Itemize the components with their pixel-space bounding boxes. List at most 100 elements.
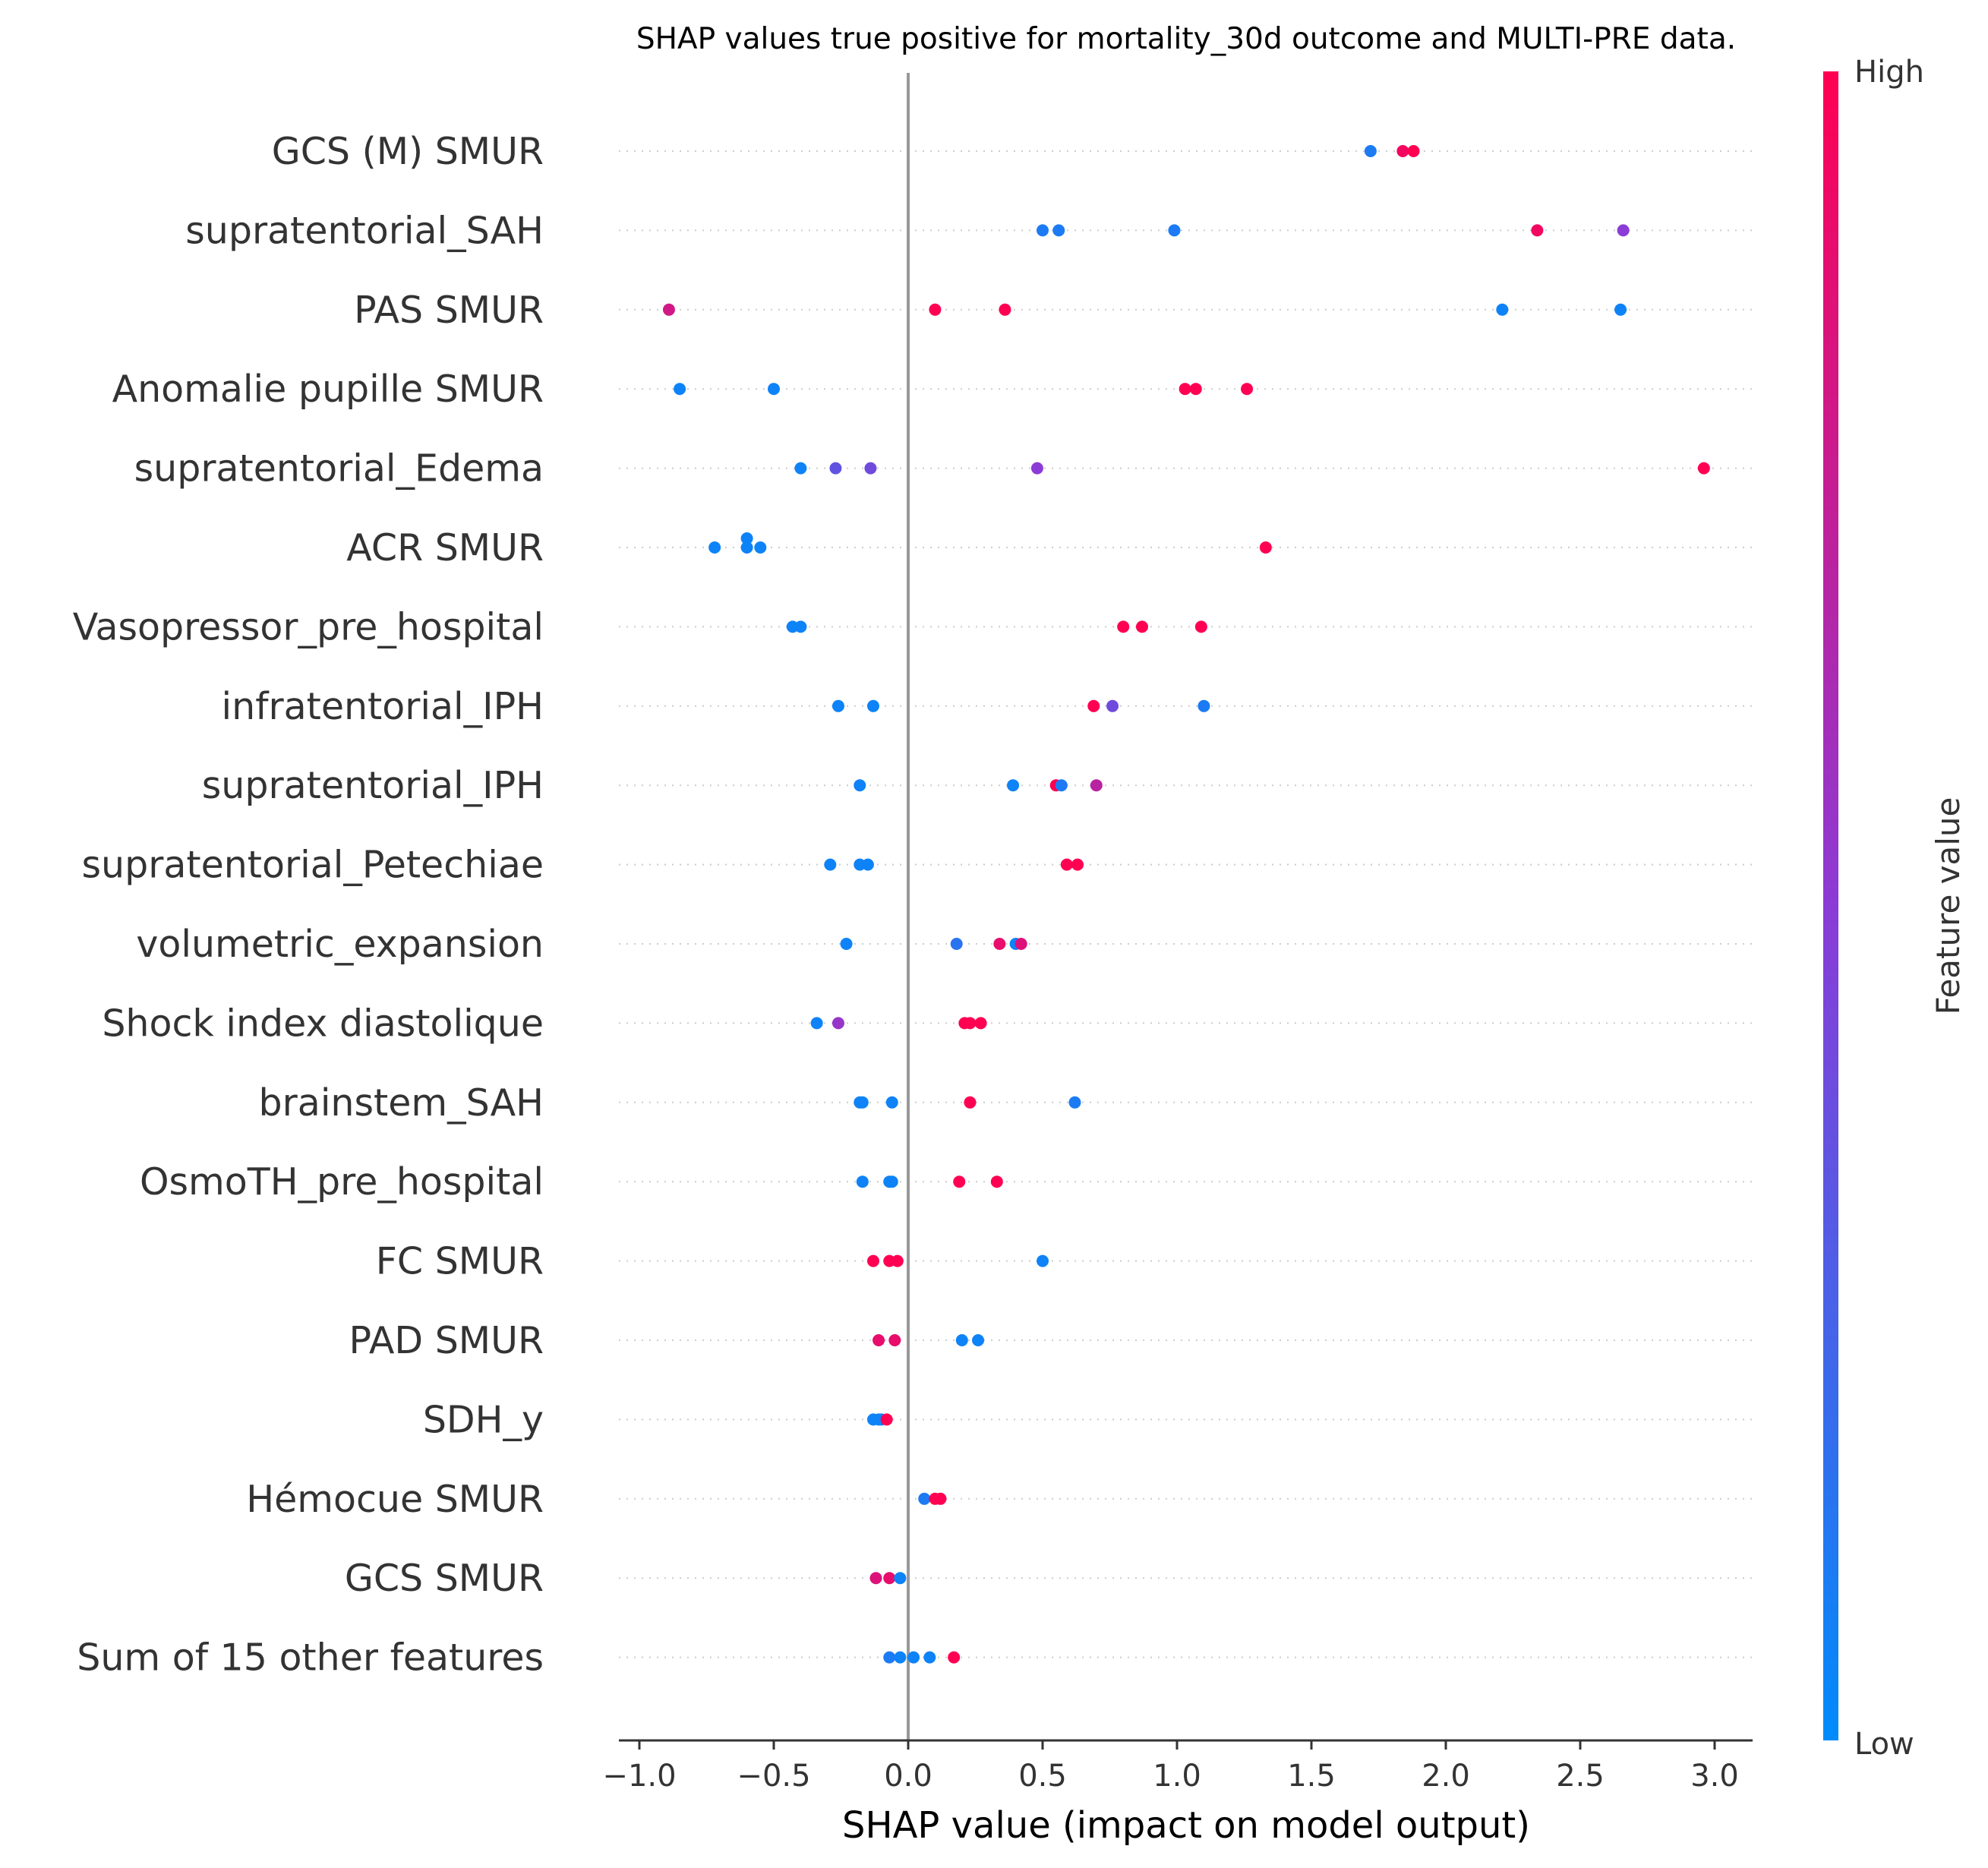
shap-point — [754, 541, 767, 554]
shap-point — [866, 1254, 879, 1267]
feature-label: supratentorial_SAH — [185, 209, 544, 252]
feature-label: PAD SMUR — [349, 1319, 544, 1362]
feature-label: supratentorial_Edema — [134, 447, 544, 491]
shap-point — [740, 541, 753, 554]
feature-label: Vasopressor_pre_hospital — [73, 605, 544, 648]
shap-points — [662, 145, 1710, 1664]
feature-label: FC SMUR — [376, 1240, 544, 1283]
shap-point — [856, 1096, 869, 1109]
shap-point — [864, 462, 877, 475]
x-tick-label: 2.0 — [1422, 1759, 1470, 1794]
colorbar-title: Feature value — [1930, 797, 1967, 1015]
shap-point — [950, 938, 963, 950]
feature-label: supratentorial_IPH — [202, 764, 544, 807]
shap-point — [1037, 224, 1049, 237]
shap-point — [894, 1572, 907, 1585]
shap-point — [810, 1017, 823, 1030]
shap-point — [674, 383, 686, 396]
shap-point — [1087, 699, 1100, 712]
shap-point — [1614, 303, 1627, 316]
feature-gridlines — [619, 150, 1753, 1658]
feature-label: supratentorial_Petechiae — [82, 844, 544, 887]
shap-point — [883, 1572, 896, 1585]
shap-point — [854, 779, 866, 792]
shap-point — [1617, 224, 1630, 237]
x-axis-ticks: −1.0 −0.5 0.0 0.5 1.0 1.5 2.0 2.5 3.0 — [602, 1740, 1739, 1794]
shap-point — [829, 462, 842, 475]
shap-point — [993, 938, 1006, 950]
x-tick-label: 1.0 — [1153, 1759, 1201, 1794]
shap-point — [907, 1651, 920, 1664]
shap-point — [894, 1651, 907, 1664]
shap-point — [794, 462, 807, 475]
colorbar-high-label: High — [1854, 55, 1924, 90]
x-tick-label: 3.0 — [1690, 1759, 1739, 1794]
feature-label: PAS SMUR — [354, 289, 544, 332]
feature-label: ACR SMUR — [346, 526, 544, 570]
shap-point — [1071, 858, 1084, 871]
x-axis-label: SHAP value (impact on model output) — [842, 1804, 1530, 1847]
shap-point — [873, 1334, 885, 1346]
x-tick-label: 2.5 — [1556, 1759, 1605, 1794]
shap-point — [831, 699, 844, 712]
shap-point — [1697, 462, 1710, 475]
shap-point — [948, 1651, 961, 1664]
feature-label: infratentorial_IPH — [222, 685, 544, 728]
shap-point — [1259, 541, 1272, 554]
shap-point — [794, 620, 807, 633]
shap-point — [964, 1017, 977, 1030]
x-tick-label: 0.0 — [884, 1759, 932, 1794]
colorbar — [1823, 71, 1838, 1740]
shap-point — [918, 1492, 931, 1505]
shap-point — [953, 1175, 966, 1188]
shap-point — [824, 858, 837, 871]
shap-point — [1068, 1096, 1081, 1109]
shap-point — [1135, 620, 1148, 633]
shap-point — [1106, 699, 1119, 712]
chart-title: SHAP values true positive for mortality_… — [636, 22, 1736, 56]
shap-point — [880, 1413, 893, 1426]
shap-point — [1531, 224, 1544, 237]
feature-label: Shock index diastolique — [102, 1002, 544, 1045]
shap-point — [885, 1096, 898, 1109]
shap-point — [1396, 145, 1409, 157]
shap-point — [891, 1254, 904, 1267]
shap-point — [923, 1651, 936, 1664]
feature-labels: GCS (M) SMUR supratentorial_SAH PAS SMUR An… — [73, 130, 544, 1680]
x-tick-label: 1.5 — [1287, 1759, 1336, 1794]
colorbar-low-label: Low — [1854, 1727, 1914, 1762]
shap-point — [1179, 383, 1191, 396]
shap-point — [831, 1017, 844, 1030]
shap-point — [768, 383, 780, 396]
x-tick-label: 0.5 — [1018, 1759, 1067, 1794]
shap-point — [1198, 699, 1210, 712]
shap-point — [1496, 303, 1509, 316]
shap-point — [662, 303, 675, 316]
x-tick-label: −0.5 — [737, 1759, 810, 1794]
feature-label: brainstem_SAH — [259, 1081, 544, 1125]
shap-point — [840, 938, 853, 950]
feature-label: GCS (M) SMUR — [272, 130, 544, 173]
shap-point — [1030, 462, 1043, 475]
shap-point — [1037, 1254, 1049, 1267]
shap-point — [856, 1175, 869, 1188]
feature-label: SDH_y — [423, 1398, 544, 1441]
shap-point — [1060, 858, 1073, 871]
shap-point — [883, 1651, 896, 1664]
feature-label: OsmoTH_pre_hospital — [140, 1160, 544, 1204]
feature-label: volumetric_expansion — [136, 923, 544, 966]
shap-point — [1364, 145, 1377, 157]
shap-point — [1117, 620, 1130, 633]
shap-point — [866, 699, 879, 712]
feature-label: Sum of 15 other features — [77, 1636, 544, 1680]
shap-point — [740, 532, 753, 544]
shap-point — [1168, 224, 1181, 237]
shap-point — [990, 1175, 1003, 1188]
shap-point — [1052, 224, 1065, 237]
shap-point — [1090, 779, 1103, 792]
shap-point — [934, 1492, 947, 1505]
shap-point — [974, 1017, 987, 1030]
shap-point — [999, 303, 1011, 316]
shap-point — [1015, 938, 1027, 950]
